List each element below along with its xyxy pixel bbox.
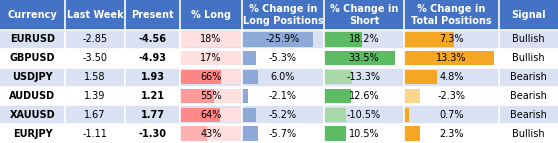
Bar: [180, 70, 242, 84]
Text: 1.39: 1.39: [84, 91, 105, 101]
Text: 18.2%: 18.2%: [349, 34, 379, 44]
Bar: [324, 51, 395, 65]
Bar: [242, 89, 248, 103]
Text: Bullish: Bullish: [512, 129, 545, 139]
Bar: [0, 30, 558, 49]
Bar: [242, 126, 258, 141]
Text: EURUSD: EURUSD: [10, 34, 55, 44]
Text: XAUUSD: XAUUSD: [9, 110, 55, 120]
Bar: [180, 108, 220, 122]
Text: 0.7%: 0.7%: [439, 110, 464, 120]
Text: 4.8%: 4.8%: [439, 72, 464, 82]
Bar: [0, 105, 558, 124]
Bar: [0, 87, 558, 105]
Text: USDJPY: USDJPY: [12, 72, 53, 82]
Text: 7.3%: 7.3%: [439, 34, 464, 44]
Bar: [324, 108, 346, 122]
Text: Bullish: Bullish: [512, 34, 545, 44]
Text: -2.85: -2.85: [83, 34, 108, 44]
Text: 1.67: 1.67: [84, 110, 106, 120]
Text: Bullish: Bullish: [512, 53, 545, 63]
Text: Bearish: Bearish: [510, 110, 547, 120]
Text: -2.1%: -2.1%: [269, 91, 297, 101]
Text: 1.93: 1.93: [141, 72, 165, 82]
Text: -10.5%: -10.5%: [347, 110, 381, 120]
Bar: [404, 108, 409, 122]
Bar: [0, 49, 558, 68]
Bar: [242, 70, 258, 84]
Bar: [324, 70, 352, 84]
Text: % Change in
Total Positions: % Change in Total Positions: [411, 4, 492, 26]
Bar: [404, 126, 420, 141]
Bar: [0, 68, 558, 87]
Text: Present: Present: [131, 10, 174, 20]
Text: 12.6%: 12.6%: [349, 91, 379, 101]
Bar: [242, 108, 256, 122]
Bar: [180, 126, 242, 141]
Bar: [0, 0, 558, 30]
Text: 64%: 64%: [200, 110, 222, 120]
Bar: [180, 51, 190, 65]
Text: Currency: Currency: [8, 10, 57, 20]
Text: -13.3%: -13.3%: [347, 72, 381, 82]
Text: % Long: % Long: [191, 10, 231, 20]
Bar: [180, 70, 221, 84]
Text: -5.2%: -5.2%: [269, 110, 297, 120]
Text: AUDUSD: AUDUSD: [9, 91, 56, 101]
Text: Bearish: Bearish: [510, 72, 547, 82]
Text: Last Week: Last Week: [66, 10, 123, 20]
Bar: [180, 32, 191, 47]
Bar: [180, 126, 206, 141]
Bar: [324, 126, 346, 141]
Text: 55%: 55%: [200, 91, 222, 101]
Bar: [180, 89, 242, 103]
Text: 2.3%: 2.3%: [439, 129, 464, 139]
Bar: [404, 51, 494, 65]
Text: 33.5%: 33.5%: [349, 53, 379, 63]
Text: EURJPY: EURJPY: [13, 129, 52, 139]
Bar: [324, 32, 362, 47]
Text: -3.50: -3.50: [83, 53, 108, 63]
Text: % Change in
Short: % Change in Short: [330, 4, 398, 26]
Bar: [0, 124, 558, 143]
Bar: [242, 32, 313, 47]
Text: 10.5%: 10.5%: [349, 129, 379, 139]
Bar: [180, 51, 242, 65]
Text: 18%: 18%: [200, 34, 222, 44]
Text: % Change in
Long Positions: % Change in Long Positions: [243, 4, 324, 26]
Bar: [180, 89, 214, 103]
Text: GBPUSD: GBPUSD: [9, 53, 55, 63]
Text: -25.9%: -25.9%: [266, 34, 300, 44]
Text: 17%: 17%: [200, 53, 222, 63]
Text: -4.56: -4.56: [138, 34, 166, 44]
Text: Bearish: Bearish: [510, 91, 547, 101]
Bar: [242, 51, 257, 65]
Text: 1.21: 1.21: [141, 91, 165, 101]
Bar: [180, 108, 242, 122]
Bar: [404, 70, 436, 84]
Text: 13.3%: 13.3%: [436, 53, 466, 63]
Text: 1.58: 1.58: [84, 72, 106, 82]
Text: -1.11: -1.11: [83, 129, 108, 139]
Bar: [324, 89, 350, 103]
Text: -1.30: -1.30: [138, 129, 166, 139]
Text: 43%: 43%: [200, 129, 222, 139]
Text: -4.93: -4.93: [138, 53, 166, 63]
Text: -5.7%: -5.7%: [269, 129, 297, 139]
Text: -2.3%: -2.3%: [437, 91, 465, 101]
Text: 1.77: 1.77: [141, 110, 165, 120]
Text: -5.3%: -5.3%: [269, 53, 297, 63]
Text: 66%: 66%: [200, 72, 222, 82]
Bar: [180, 32, 242, 47]
Text: 6.0%: 6.0%: [271, 72, 295, 82]
Text: Signal: Signal: [511, 10, 546, 20]
Bar: [404, 32, 454, 47]
Bar: [404, 89, 420, 103]
